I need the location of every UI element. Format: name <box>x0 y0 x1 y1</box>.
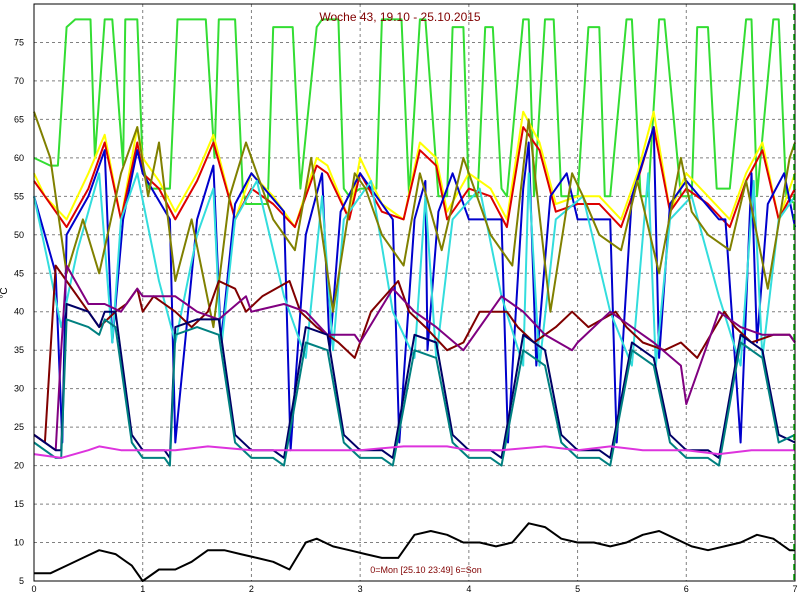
x-tick-label: 5 <box>575 584 580 594</box>
y-tick-label: 35 <box>14 345 24 355</box>
y-tick-label: 50 <box>14 230 24 240</box>
series-lines <box>33 18 796 582</box>
x-tick-label: 4 <box>466 584 471 594</box>
y-tick-label: 75 <box>14 37 24 47</box>
y-tick-label: 25 <box>14 422 24 432</box>
y-tick-label: 40 <box>14 307 24 317</box>
y-tick-label: 55 <box>14 191 24 201</box>
series-line-5 <box>33 172 796 367</box>
y-tick-label: 20 <box>14 461 24 471</box>
y-axis-label: °C <box>0 287 10 298</box>
y-tick-label: 5 <box>19 576 24 586</box>
series-line-8 <box>33 264 796 452</box>
x-tick-label: 1 <box>140 584 145 594</box>
x-tick-label: 2 <box>249 584 254 594</box>
y-tick-label: 60 <box>14 153 24 163</box>
series-line-10 <box>33 318 796 467</box>
series-line-4 <box>33 126 796 452</box>
y-tick-label: 45 <box>14 268 24 278</box>
y-tick-label: 15 <box>14 499 24 509</box>
series-line-6 <box>33 111 796 329</box>
chart-title: Woche 43, 19.10 - 25.10.2015 <box>319 10 481 24</box>
x-tick-label: 6 <box>684 584 689 594</box>
y-tick-label: 10 <box>14 538 24 548</box>
y-tick-label: 70 <box>14 76 24 86</box>
series-line-12 <box>34 522 795 582</box>
y-tick-label: 65 <box>14 114 24 124</box>
series-line-9 <box>33 303 796 459</box>
y-tick-label: 30 <box>14 384 24 394</box>
plot-frame <box>33 3 796 582</box>
footer-label: 0=Mon [25.10 23:49] 6=Son <box>370 565 482 575</box>
x-tick-label: 0 <box>31 584 36 594</box>
x-tick-label: 7 <box>792 584 797 594</box>
x-tick-label: 3 <box>358 584 363 594</box>
series-line-11 <box>33 445 795 459</box>
